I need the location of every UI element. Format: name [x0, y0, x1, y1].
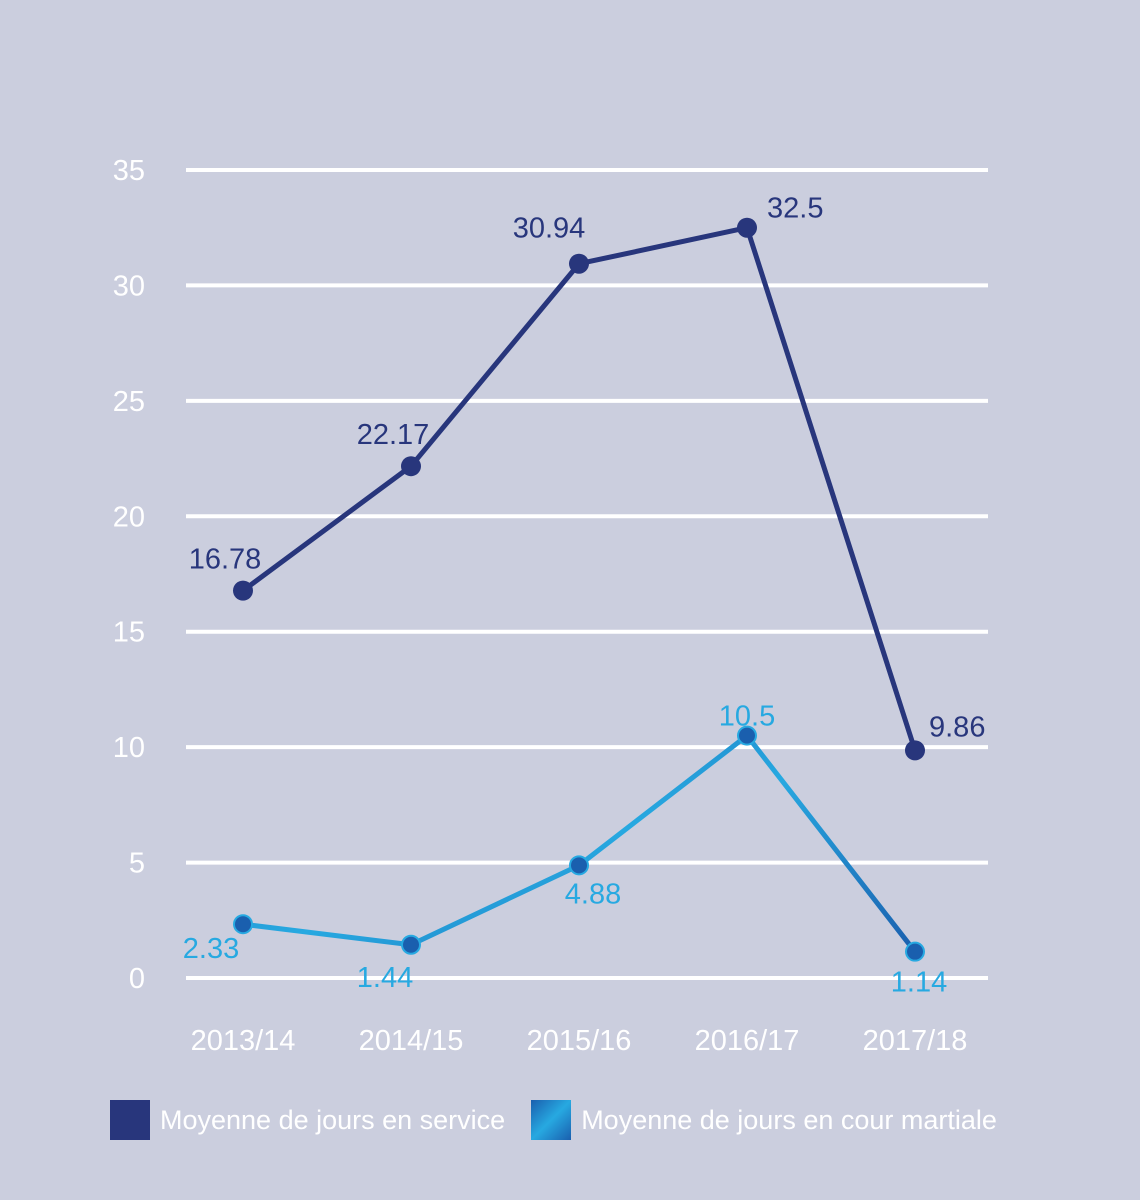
y-tick-label: 25 — [113, 386, 145, 418]
legend-label-court-martial: Moyenne de jours en cour martiale — [581, 1104, 997, 1135]
data-point-service — [905, 740, 925, 761]
data-point-court-martial — [905, 941, 925, 962]
data-label-court-martial: 10.5 — [719, 701, 775, 733]
legend-label-service: Moyenne de jours en service — [160, 1104, 506, 1135]
data-point-service — [401, 456, 421, 477]
data-point-court-martial — [737, 725, 757, 746]
data-label-court-martial: 1.44 — [357, 962, 413, 994]
data-point-court-martial — [233, 914, 253, 935]
y-tick-label: 30 — [113, 270, 145, 302]
legend-item-court-martial: Moyenne de jours en cour martiale — [531, 1100, 997, 1140]
y-tick-label: 35 — [113, 155, 145, 187]
y-axis-ticks: 0 5 10 15 20 25 30 35 — [113, 155, 145, 995]
y-tick-label: 10 — [113, 732, 145, 764]
y-tick-label: 5 — [129, 848, 145, 880]
legend-swatch-court-martial — [531, 1100, 572, 1140]
y-tick-label: 20 — [113, 501, 145, 533]
data-label-service: 16.78 — [189, 544, 262, 576]
data-label-court-martial: 2.33 — [183, 933, 239, 965]
data-point-service — [569, 253, 589, 274]
y-tick-label: 15 — [113, 617, 145, 649]
line-chart: 0 5 10 15 20 25 30 35 2013/14 2014/15 2015/16 2016… — [113, 155, 988, 1057]
data-point-court-martial — [569, 855, 589, 876]
legend: Moyenne de jours en service Moyenne de j… — [110, 1100, 1023, 1140]
x-tick-label: 2013/14 — [191, 1025, 296, 1057]
x-axis-ticks: 2013/14 2014/15 2015/16 2016/17 2017/18 — [191, 1025, 968, 1057]
legend-item-service: Moyenne de jours en service — [110, 1100, 505, 1140]
series-line-service — [241, 225, 918, 752]
y-tick-label: 0 — [129, 963, 145, 995]
legend-swatch-service — [110, 1100, 150, 1140]
data-label-service: 30.94 — [513, 213, 586, 245]
data-label-service: 32.5 — [767, 193, 823, 225]
series-line-court-martial — [242, 733, 917, 954]
data-label-court-martial: 1.14 — [891, 967, 947, 999]
data-point-court-martial — [401, 934, 421, 955]
data-point-service — [737, 217, 757, 238]
data-point-service — [233, 580, 253, 601]
x-tick-label: 2015/16 — [527, 1025, 632, 1057]
x-tick-label: 2017/18 — [863, 1025, 968, 1057]
gridlines — [186, 168, 988, 980]
data-label-service: 9.86 — [929, 711, 985, 743]
x-tick-label: 2014/15 — [359, 1025, 464, 1057]
series-group: 16.78 22.17 30.94 32.5 9.86 2.33 1.44 4.88 10.5 1… — [183, 193, 986, 999]
data-label-service: 22.17 — [357, 419, 430, 451]
x-tick-label: 2016/17 — [695, 1025, 800, 1057]
data-label-court-martial: 4.88 — [565, 878, 621, 910]
